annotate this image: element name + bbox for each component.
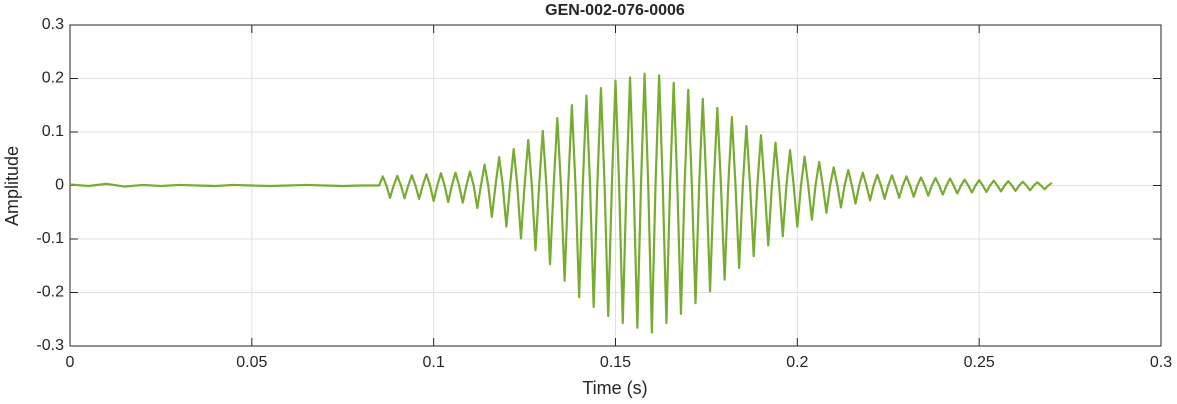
x-tick-label: 0.05 (236, 354, 267, 371)
x-tick-label: 0.25 (964, 354, 995, 371)
y-tick-label: 0.1 (42, 123, 64, 140)
y-axis-label: Amplitude (2, 146, 22, 226)
y-tick-label: -0.2 (36, 284, 64, 301)
x-tick-label: 0.1 (423, 354, 445, 371)
y-tick-label: 0.2 (42, 70, 64, 87)
y-tick-label: -0.1 (36, 230, 64, 247)
y-tick-label: -0.3 (36, 337, 64, 354)
x-tick-label: 0 (66, 354, 75, 371)
x-axis-label: Time (s) (582, 378, 647, 398)
waveform-line (69, 72, 1053, 334)
y-tick-label: 0 (55, 177, 64, 194)
y-tick-label: 0.3 (42, 16, 64, 33)
x-tick-label: 0.15 (600, 354, 631, 371)
chart-title: GEN-002-076-0006 (545, 2, 685, 19)
x-tick-label: 0.3 (1150, 354, 1172, 371)
x-tick-label: 0.2 (786, 354, 808, 371)
